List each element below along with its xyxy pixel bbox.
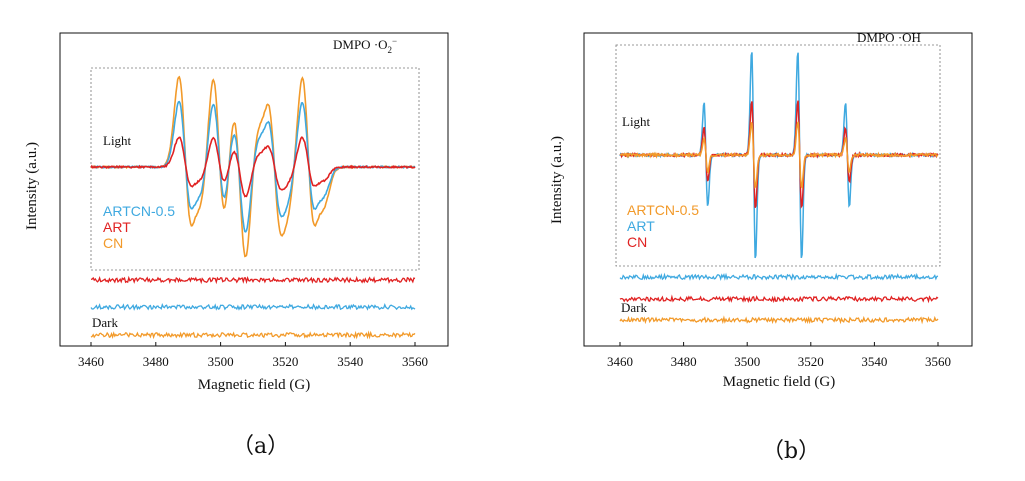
chart-b-title: DMPO ·OH <box>857 30 921 45</box>
legend-entry: ART <box>627 218 655 234</box>
light-trace-cn <box>619 121 938 190</box>
chart-b-light-region-box <box>615 44 941 267</box>
chart-a-ylabel: Intensity (a.u.) <box>24 142 40 230</box>
x-tick-label: 3520 <box>798 354 824 369</box>
chart-b-background <box>584 33 972 346</box>
x-tick-label: 3460 <box>607 354 633 369</box>
caption-b: （b） <box>762 439 821 464</box>
chart-a-background <box>60 33 448 346</box>
legend-entry: CN <box>103 235 123 251</box>
x-tick-label: 3560 <box>925 354 951 369</box>
chart-a-light-region-box <box>90 67 420 271</box>
x-tick-label: 3480 <box>671 354 697 369</box>
chart-b-ylabel: Intensity (a.u.) <box>549 136 565 224</box>
chart-a-dark-label: Dark <box>92 315 118 330</box>
legend-entry: ARTCN-0.5 <box>627 202 699 218</box>
legend-entry: CN <box>627 234 647 250</box>
caption-a: （a） <box>232 434 290 459</box>
x-tick-label: 3520 <box>272 354 298 369</box>
dark-trace-artcn-0-5 <box>90 303 416 311</box>
dark-trace-art <box>619 294 939 304</box>
dark-trace-art <box>90 275 416 285</box>
x-tick-label: 3480 <box>143 354 169 369</box>
chart-a: DMPO ·O2− 3460 3480 3500 3520 3540 3560 Light… <box>24 32 449 393</box>
x-tick-label: 3460 <box>78 354 104 369</box>
legend-entry: ART <box>103 219 131 235</box>
chart-b-dark-label: Dark <box>621 300 647 315</box>
chart-b: DMPO ·OH 3460 3480 3500 3520 3540 3560 Light … <box>549 30 973 390</box>
dark-trace-artcn-0-5 <box>619 272 939 282</box>
chart-a-xlabel: Magnetic field (G) <box>198 377 310 393</box>
legend-entry: ARTCN-0.5 <box>103 203 175 219</box>
chart-a-light-label: Light <box>103 133 132 148</box>
light-trace-art <box>90 136 416 198</box>
x-tick-label: 3540 <box>861 354 887 369</box>
x-tick-label: 3540 <box>337 354 363 369</box>
x-tick-label: 3500 <box>208 354 234 369</box>
chart-a-title: DMPO ·O2− <box>333 36 397 55</box>
chart-a-plot-frame <box>59 32 449 347</box>
dark-trace-cn <box>90 330 416 340</box>
x-tick-label: 3500 <box>734 354 760 369</box>
x-tick-label: 3560 <box>402 354 428 369</box>
chart-b-xlabel: Magnetic field (G) <box>723 374 835 390</box>
chart-b-plot-frame <box>583 32 973 347</box>
dark-trace-cn <box>619 315 939 325</box>
chart-b-light-label: Light <box>622 114 651 129</box>
